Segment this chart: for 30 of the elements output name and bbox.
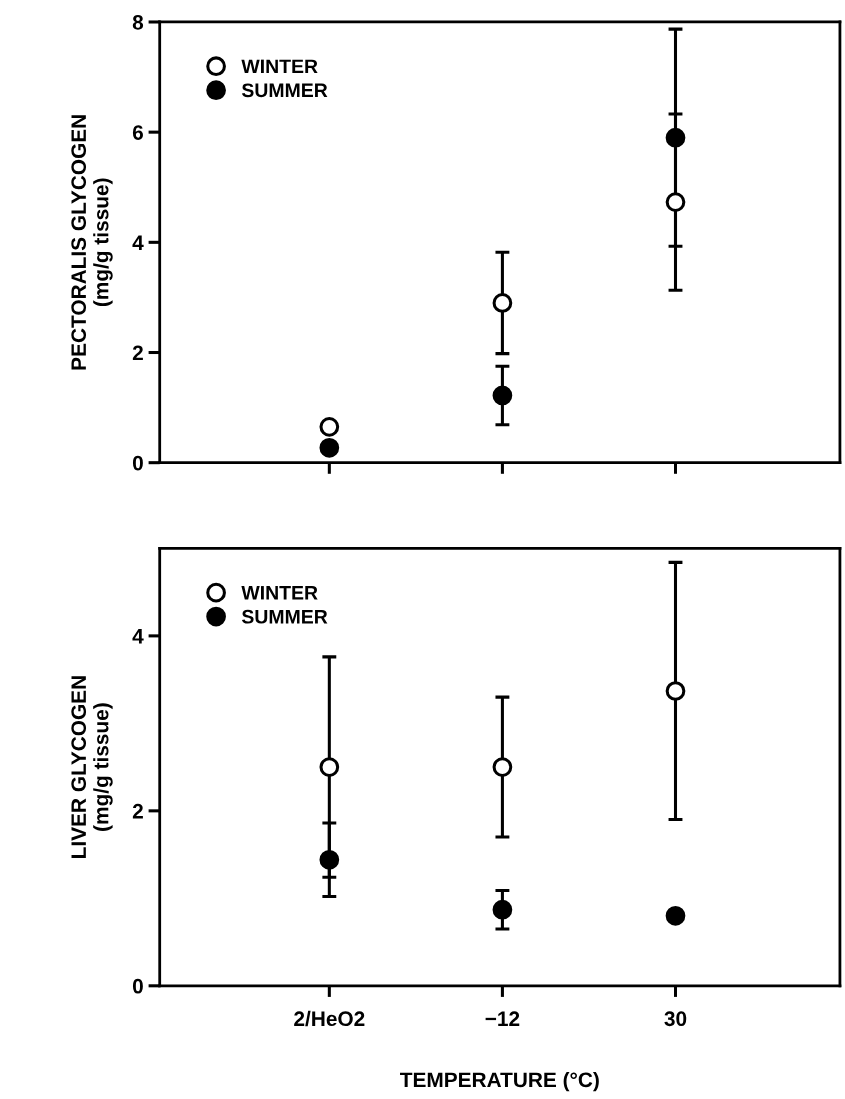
point [492, 385, 513, 406]
y-tick-label: 0 [132, 455, 143, 471]
point [319, 849, 340, 870]
y-tick-label: 4 [132, 235, 144, 250]
y-tick-label: 2 [132, 803, 143, 819]
y-tick-label: 2 [132, 345, 143, 361]
point [665, 681, 686, 701]
point [319, 757, 340, 777]
x-tick-label: 30 [664, 1011, 687, 1027]
y-tick-label: 6 [132, 125, 143, 140]
y-tick-label: 8 [132, 14, 144, 30]
x-axis-title: TEMPERATURE (°C) [400, 1071, 599, 1092]
y-tick-label: 4 [132, 629, 144, 644]
legend-label: SUMMER [241, 609, 328, 624]
legend-label: WINTER [241, 586, 318, 600]
y-axis-title: PECTORALIS GLYCOGEN (mg/g tissue) [71, 115, 113, 370]
y-tick-label: 0 [132, 978, 143, 994]
legend-label: WINTER [241, 59, 318, 74]
legend-label: SUMMER [241, 83, 328, 98]
point [319, 417, 340, 437]
point [492, 757, 513, 777]
point [492, 293, 513, 313]
point [665, 127, 686, 148]
point [492, 899, 513, 920]
point [319, 437, 340, 458]
x-tick-label: −12 [485, 1011, 520, 1026]
x-tick-label: 2/HeO2 [294, 1010, 365, 1027]
point [665, 905, 686, 926]
y-axis-title: LIVER GLYCOGEN (mg/g tissue) [71, 676, 113, 858]
point [665, 192, 686, 212]
